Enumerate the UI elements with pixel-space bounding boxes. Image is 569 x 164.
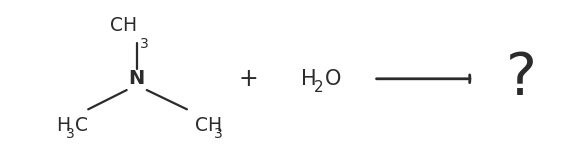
Text: C: C: [75, 116, 88, 135]
Text: +: +: [238, 67, 258, 91]
Text: H: H: [301, 69, 317, 89]
Text: CH: CH: [110, 16, 137, 35]
Text: 3: 3: [66, 127, 75, 141]
Text: CH: CH: [195, 116, 222, 135]
Text: N: N: [129, 69, 145, 88]
Text: O: O: [325, 69, 341, 89]
Text: 3: 3: [214, 127, 222, 141]
Text: 2: 2: [314, 80, 323, 95]
Text: H: H: [56, 116, 70, 135]
Text: ?: ?: [506, 50, 537, 107]
Text: 3: 3: [139, 37, 149, 51]
